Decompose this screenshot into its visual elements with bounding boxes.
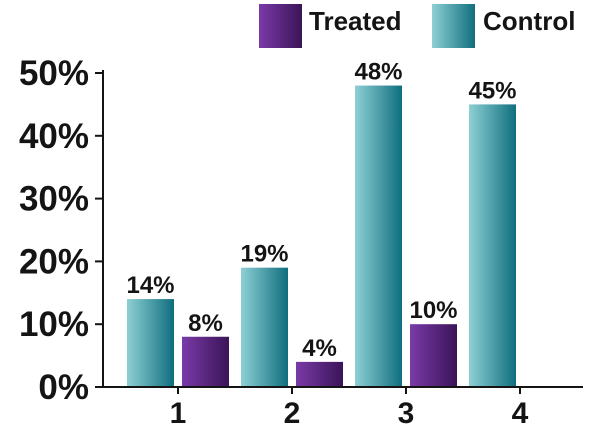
y-axis-ticks: 0% 10% 20% 30% 40% 50%: [19, 54, 103, 407]
x-category-label: 3: [398, 397, 415, 430]
bar-treated-3: [410, 324, 457, 387]
data-label-control-4: 45%: [468, 77, 516, 104]
x-category-label: 4: [512, 397, 529, 430]
y-tick-label: 30%: [19, 180, 89, 219]
legend-label-treated: Treated: [309, 6, 402, 36]
bar-treated-2: [296, 361, 343, 387]
bar-treated-1: [182, 336, 229, 387]
bar-control-4: [469, 104, 516, 388]
bar-control-2: [241, 267, 288, 387]
data-label-treated-3: 10%: [409, 297, 457, 324]
x-category-label: 1: [170, 397, 187, 430]
y-tick-label: 10%: [19, 305, 89, 344]
data-label-treated-1: 8%: [188, 310, 223, 337]
y-tick-label: 40%: [19, 117, 89, 156]
plot-area: 14% 8% 19% 4% 48% 10% 45%: [126, 59, 517, 388]
data-label-treated-2: 4%: [302, 335, 337, 362]
y-tick-label: 50%: [19, 54, 89, 93]
data-label-control-3: 48%: [354, 59, 402, 86]
legend-label-control: Control: [483, 6, 575, 36]
y-tick-label: 0%: [38, 368, 89, 407]
data-label-control-1: 14%: [126, 272, 174, 299]
legend-swatch-treated: [259, 4, 302, 48]
y-tick-label: 20%: [19, 242, 89, 281]
legend: Treated Control: [259, 4, 575, 48]
x-category-label: 2: [284, 397, 301, 430]
bar-control-3: [355, 85, 402, 387]
data-label-control-2: 19%: [240, 241, 288, 268]
legend-swatch-control: [432, 4, 475, 48]
bar-control-1: [127, 299, 174, 387]
x-axis-categories: 1 2 3 4: [170, 387, 529, 430]
